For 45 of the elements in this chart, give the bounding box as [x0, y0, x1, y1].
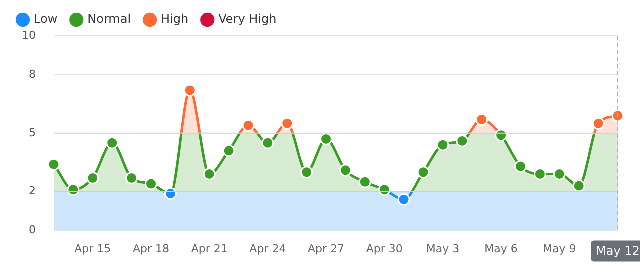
- point: [398, 193, 410, 206]
- point: [612, 110, 624, 122]
- point: [320, 132, 333, 146]
- point: [592, 117, 605, 130]
- legend-label: Low: [34, 12, 58, 26]
- x-tick-label: Apr 21: [191, 242, 228, 256]
- legend-label: Very High: [218, 12, 277, 26]
- legend-label: Normal: [88, 12, 132, 26]
- y-tick-label: 10: [22, 28, 36, 42]
- x-tick-label: May 6: [484, 242, 518, 256]
- point: [572, 180, 586, 192]
- point: [358, 176, 372, 188]
- y-tick-label: 2: [28, 184, 36, 198]
- y-tick-label: 0: [28, 224, 36, 237]
- point: [300, 166, 314, 179]
- point: [48, 158, 60, 171]
- point: [262, 136, 274, 150]
- point: [417, 166, 430, 179]
- point: [203, 168, 216, 181]
- point: [126, 172, 138, 184]
- y-tick-label: 5: [28, 126, 36, 140]
- x-tick-label: Apr 15: [74, 242, 112, 256]
- x-tick-label: Apr 27: [308, 242, 345, 256]
- point: [242, 119, 255, 132]
- x-tick-label: May 3: [426, 242, 460, 256]
- point: [436, 138, 450, 152]
- point: [144, 178, 158, 190]
- point: [476, 114, 488, 126]
- x-tick-label: Apr 30: [366, 242, 403, 256]
- point: [222, 144, 236, 158]
- point: [106, 136, 119, 150]
- point: [514, 160, 528, 173]
- point: [281, 117, 294, 130]
- legend-label: High: [161, 12, 189, 26]
- x-tick-label: Apr 18: [132, 242, 170, 256]
- point: [86, 172, 100, 184]
- point: [534, 168, 546, 181]
- y-tick-label: 8: [28, 68, 36, 81]
- point: [339, 164, 352, 177]
- x-tick-label: May 9: [543, 242, 576, 256]
- x-tick-label: May 12: [596, 244, 640, 258]
- x-tick-label: Apr 24: [250, 242, 286, 256]
- point: [456, 134, 469, 148]
- point: [553, 168, 566, 181]
- point: [184, 84, 196, 97]
